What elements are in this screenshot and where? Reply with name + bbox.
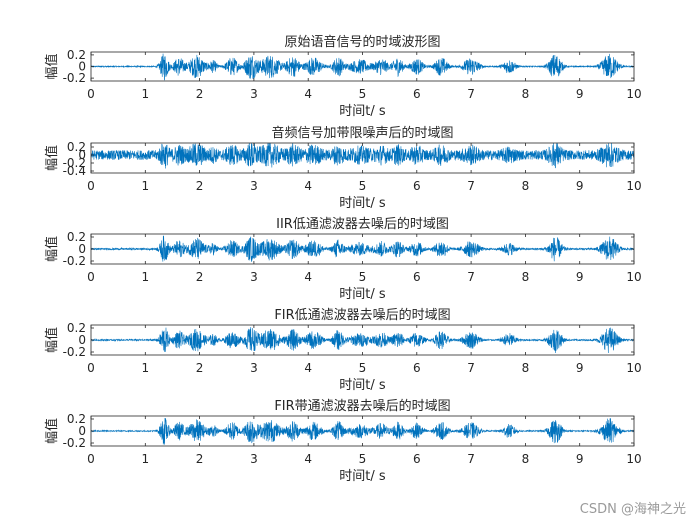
y-axis-label: 幅值 — [44, 236, 60, 262]
watermark: CSDN @海神之光 — [579, 502, 686, 517]
y-tick-label: 0.2 — [67, 140, 86, 154]
x-tick-label: 8 — [522, 361, 530, 375]
x-tick-label: 6 — [413, 87, 421, 101]
y-tick-label: -0.2 — [63, 254, 86, 268]
y-tick-label: 0.2 — [67, 48, 86, 62]
x-tick-label: 1 — [141, 361, 149, 375]
x-tick-label: 3 — [250, 87, 258, 101]
x-tick-label: 10 — [626, 452, 641, 466]
x-tick-label: 2 — [196, 270, 204, 284]
x-tick-label: 0 — [87, 179, 95, 193]
x-axis-label: 时间t/ s — [339, 469, 386, 484]
x-tick-label: 6 — [413, 452, 421, 466]
x-tick-label: 10 — [626, 179, 641, 193]
x-tick-label: 9 — [576, 179, 584, 193]
y-tick-label: 0 — [78, 148, 86, 162]
x-tick-label: 4 — [304, 452, 312, 466]
x-axis-label: 时间t/ s — [339, 104, 386, 119]
y-tick-label: -0.2 — [63, 345, 86, 359]
x-axis-label: 时间t/ s — [339, 196, 386, 211]
x-tick-label: 9 — [576, 452, 584, 466]
y-axis-label: 幅值 — [44, 145, 60, 171]
x-tick-label: 2 — [196, 361, 204, 375]
x-tick-label: 0 — [87, 361, 95, 375]
x-tick-label: 6 — [413, 270, 421, 284]
x-tick-label: 10 — [626, 270, 641, 284]
x-tick-label: 9 — [576, 270, 584, 284]
x-tick-label: 1 — [141, 452, 149, 466]
x-tick-label: 7 — [467, 87, 475, 101]
subplot-title: FIR低通滤波器去噪后的时域图 — [274, 307, 450, 323]
x-tick-label: 5 — [359, 452, 367, 466]
y-tick-label: -0.4 — [63, 164, 86, 178]
y-tick-label: -0.2 — [63, 436, 86, 450]
subplot-title: 音频信号加带限噪声后的时域图 — [271, 125, 453, 141]
x-tick-label: 2 — [196, 179, 204, 193]
x-tick-label: 4 — [304, 179, 312, 193]
x-tick-label: 4 — [304, 87, 312, 101]
signal-trace — [91, 53, 634, 81]
x-tick-label: 8 — [522, 179, 530, 193]
x-tick-label: 3 — [250, 270, 258, 284]
x-tick-label: 3 — [250, 179, 258, 193]
x-tick-label: 7 — [467, 452, 475, 466]
y-tick-label: 0.2 — [67, 412, 86, 426]
x-tick-label: 9 — [576, 87, 584, 101]
subplot-title: 原始语音信号的时域波形图 — [284, 34, 440, 50]
x-tick-label: 5 — [359, 361, 367, 375]
x-tick-label: 5 — [359, 270, 367, 284]
x-tick-label: 7 — [467, 270, 475, 284]
x-tick-label: 6 — [413, 179, 421, 193]
x-tick-label: 5 — [359, 179, 367, 193]
x-tick-label: 2 — [196, 452, 204, 466]
y-axis-label: 幅值 — [44, 327, 60, 353]
signal-trace — [91, 327, 634, 354]
x-tick-label: 0 — [87, 452, 95, 466]
x-tick-label: 6 — [413, 361, 421, 375]
x-tick-label: 4 — [304, 361, 312, 375]
x-tick-label: 10 — [626, 87, 641, 101]
y-tick-label: 0.2 — [67, 230, 86, 244]
y-axis-label: 幅值 — [44, 418, 60, 444]
y-tick-label: 0.2 — [67, 321, 86, 335]
signal-trace — [91, 235, 634, 262]
signal-trace — [91, 417, 634, 445]
y-tick-label: 0 — [78, 424, 86, 438]
subplot-title: IIR低通滤波器去噪后的时域图 — [276, 216, 449, 232]
signal-trace — [91, 143, 634, 169]
y-tick-label: 0 — [78, 60, 86, 74]
x-tick-label: 3 — [250, 452, 258, 466]
x-tick-label: 0 — [87, 87, 95, 101]
x-tick-label: 8 — [522, 452, 530, 466]
x-tick-label: 1 — [141, 270, 149, 284]
x-tick-label: 1 — [141, 87, 149, 101]
x-tick-label: 5 — [359, 87, 367, 101]
x-tick-label: 7 — [467, 361, 475, 375]
x-tick-label: 1 — [141, 179, 149, 193]
x-tick-label: 8 — [522, 270, 530, 284]
x-tick-label: 4 — [304, 270, 312, 284]
y-tick-label: -0.2 — [63, 156, 86, 170]
x-tick-label: 7 — [467, 179, 475, 193]
y-tick-label: 0 — [78, 242, 86, 256]
x-axis-label: 时间t/ s — [339, 287, 386, 302]
x-tick-label: 9 — [576, 361, 584, 375]
x-tick-label: 10 — [626, 361, 641, 375]
x-tick-label: 3 — [250, 361, 258, 375]
y-tick-label: -0.2 — [63, 71, 86, 85]
x-tick-label: 2 — [196, 87, 204, 101]
x-axis-label: 时间t/ s — [339, 378, 386, 393]
x-tick-label: 8 — [522, 87, 530, 101]
y-axis-label: 幅值 — [44, 53, 60, 79]
x-tick-label: 0 — [87, 270, 95, 284]
subplot-title: FIR带通滤波器去噪后的时域图 — [274, 398, 450, 414]
y-tick-label: 0 — [78, 333, 86, 347]
